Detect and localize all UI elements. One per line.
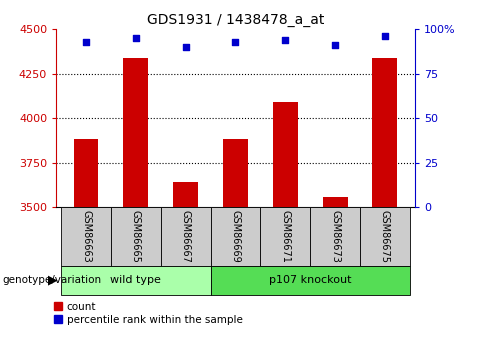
Bar	[111, 207, 161, 266]
Bar	[261, 207, 310, 266]
Text: GSM86673: GSM86673	[330, 210, 340, 263]
Bar	[123, 58, 148, 207]
Point	[381, 34, 389, 39]
Bar	[210, 266, 410, 295]
Title: GDS1931 / 1438478_a_at: GDS1931 / 1438478_a_at	[147, 13, 324, 27]
Text: genotype/variation: genotype/variation	[2, 275, 102, 285]
Text: GSM86667: GSM86667	[181, 210, 191, 263]
Bar	[74, 139, 99, 207]
Text: GSM86669: GSM86669	[230, 210, 241, 263]
Bar	[360, 207, 410, 266]
Point	[182, 44, 189, 50]
Legend: count, percentile rank within the sample: count, percentile rank within the sample	[54, 302, 243, 325]
Text: GSM86663: GSM86663	[81, 210, 91, 263]
Text: GSM86671: GSM86671	[280, 210, 290, 263]
Bar	[210, 207, 261, 266]
Point	[132, 36, 140, 41]
Text: ▶: ▶	[48, 274, 58, 287]
Point	[282, 37, 289, 43]
Bar	[273, 102, 298, 207]
Bar	[310, 207, 360, 266]
Text: p107 knockout: p107 knockout	[269, 275, 351, 285]
Point	[331, 42, 339, 48]
Bar	[173, 182, 198, 207]
Point	[232, 39, 240, 45]
Bar	[161, 207, 210, 266]
Text: wild type: wild type	[110, 275, 161, 285]
Bar	[61, 207, 111, 266]
Bar	[323, 197, 347, 207]
Bar	[223, 139, 248, 207]
Point	[82, 39, 90, 45]
Bar	[61, 266, 210, 295]
Text: GSM86665: GSM86665	[131, 210, 141, 263]
Text: GSM86675: GSM86675	[380, 210, 390, 263]
Bar	[372, 58, 397, 207]
